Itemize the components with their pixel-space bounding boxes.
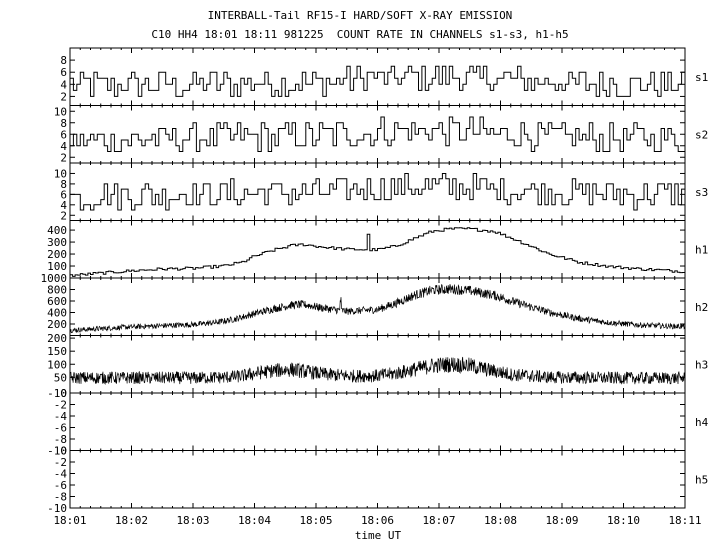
y-tick-label-h4: 0 (60, 387, 67, 400)
x-axis-label: time UT (355, 529, 402, 542)
y-tick-label-s3: 2 (60, 209, 67, 222)
y-tick-label-s1: 2 (60, 90, 67, 103)
series-h1 (70, 227, 685, 277)
y-tick-label-h5: -10 (47, 502, 67, 515)
channel-label-h4: h4 (695, 416, 709, 429)
panel-frame-h3 (69, 335, 686, 394)
panel-frame-h2 (69, 277, 686, 336)
y-tick-label-h2: 400 (47, 307, 67, 320)
y-tick-label-h1: 400 (47, 224, 67, 237)
x-tick-label: 18:09 (545, 514, 578, 527)
channel-label-s2: s2 (695, 128, 708, 141)
channel-label-h1: h1 (695, 243, 708, 256)
y-tick-label-h2: 1000 (41, 272, 68, 285)
y-tick-label-h1: 100 (47, 260, 67, 273)
x-tick-label: 18:02 (115, 514, 148, 527)
y-tick-label-h3: -10 (47, 387, 67, 400)
y-tick-label-h4: -2 (54, 399, 67, 412)
y-tick-label-h4: -8 (54, 433, 67, 446)
y-tick-label-h5: -4 (54, 468, 68, 481)
channel-label-s3: s3 (695, 186, 708, 199)
y-tick-label-s2: 8 (60, 117, 67, 130)
y-tick-label-h4: -4 (54, 410, 68, 423)
channel-label-h2: h2 (695, 301, 708, 314)
y-tick-label-s1: 6 (60, 66, 67, 79)
y-tick-label-s2: 6 (60, 128, 67, 141)
series-s1 (70, 65, 685, 97)
x-tick-label: 18:08 (484, 514, 517, 527)
y-tick-label-h1: 300 (47, 236, 67, 249)
series-h3 (70, 356, 685, 385)
y-tick-label-s1: 4 (60, 78, 67, 91)
series-h2 (70, 284, 685, 334)
x-tick-label: 18:10 (607, 514, 640, 527)
channel-label-h5: h5 (695, 473, 708, 486)
x-tick-label: 18:07 (422, 514, 455, 527)
channel-label-s1: s1 (695, 71, 708, 84)
y-tick-label-h5: 0 (60, 445, 67, 458)
y-tick-label-h5: -6 (54, 479, 67, 492)
y-tick-label-s3: 6 (60, 188, 67, 201)
chart-title: INTERBALL-Tail RF15-I HARD/SOFT X-RAY EM… (207, 9, 513, 22)
y-tick-label-h1: 200 (47, 248, 67, 261)
series-s3 (70, 173, 685, 211)
panel-frame-h4 (69, 392, 686, 451)
y-tick-label-h3: 50 (54, 371, 67, 384)
y-tick-label-h2: 800 (47, 284, 67, 297)
y-tick-label-h3: 200 (47, 332, 67, 345)
x-tick-label: 18:03 (176, 514, 209, 527)
chart-subtitle: C10 HH4 18:01 18:11 981225 COUNT RATE IN… (151, 28, 569, 41)
y-tick-label-h5: -8 (54, 491, 67, 504)
panels-group: 2468s1246810s2246810s3100200300400h12004… (41, 47, 709, 527)
y-tick-label-h4: -10 (47, 445, 67, 458)
y-tick-label-h3: 150 (47, 345, 67, 358)
y-tick-label-s2: 10 (54, 105, 67, 118)
y-tick-label-s3: 4 (60, 199, 67, 212)
x-tick-label: 18:11 (668, 514, 701, 527)
y-tick-label-s2: 4 (60, 140, 67, 153)
x-tick-label: 18:04 (238, 514, 271, 527)
x-tick-label: 18:05 (299, 514, 332, 527)
y-tick-label-h5: -2 (54, 456, 67, 469)
x-tick-label: 18:01 (53, 514, 86, 527)
panel-frame-h5 (69, 450, 686, 509)
y-tick-label-s3: 10 (54, 167, 67, 180)
y-tick-label-s3: 8 (60, 178, 67, 191)
y-tick-label-h3: 100 (47, 358, 67, 371)
channel-label-h3: h3 (695, 358, 708, 371)
y-tick-label-h2: 600 (47, 295, 67, 308)
y-tick-label-s2: 2 (60, 151, 67, 164)
y-tick-label-s1: 8 (60, 54, 67, 67)
y-tick-label-h2: 200 (47, 318, 67, 331)
y-tick-label-h4: -6 (54, 422, 67, 435)
series-s2 (70, 116, 685, 152)
x-tick-label: 18:06 (361, 514, 394, 527)
